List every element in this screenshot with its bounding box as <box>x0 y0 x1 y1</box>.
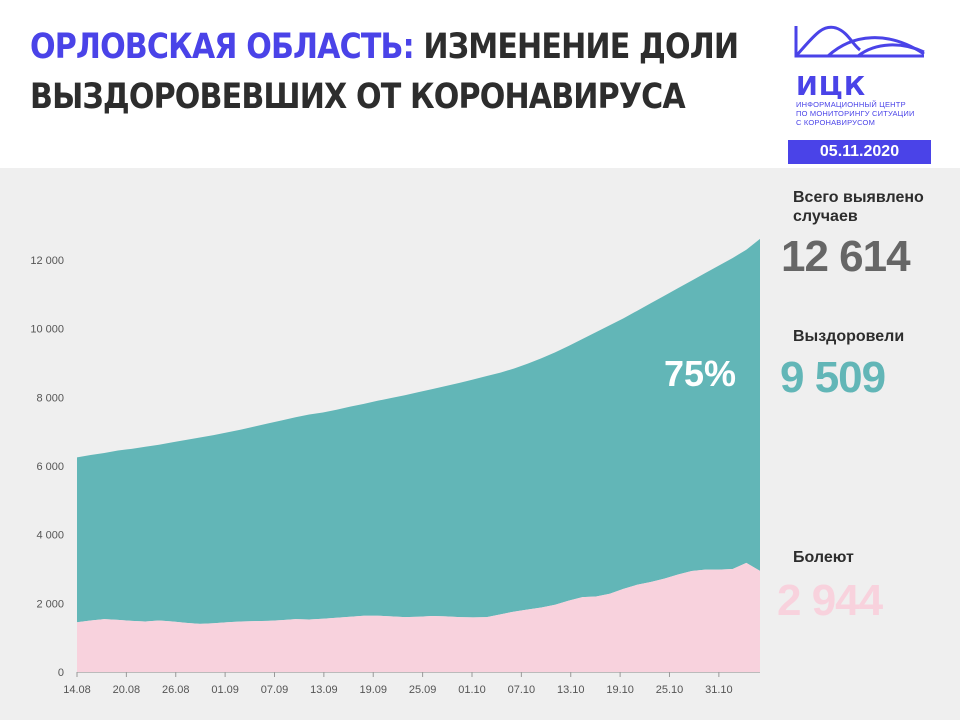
x-tick-label: 07.10 <box>508 684 536 696</box>
total-value: 12 614 <box>781 232 911 281</box>
total-label-line-2: случаев <box>793 208 858 225</box>
x-tick-label: 31.10 <box>705 684 733 696</box>
sick-area <box>77 562 760 672</box>
x-tick-label: 13.10 <box>557 684 585 696</box>
recovered-label: Выздоровели <box>793 328 905 345</box>
recovered-value: 9 509 <box>780 353 886 402</box>
y-tick-label: 10 000 <box>30 324 64 336</box>
x-tick-label: 20.08 <box>113 684 141 696</box>
x-tick-label: 25.10 <box>656 684 684 696</box>
x-tick-label: 19.09 <box>359 684 387 696</box>
y-tick-label: 8 000 <box>36 392 64 404</box>
x-tick-label: 01.10 <box>458 684 486 696</box>
x-tick-label: 19.10 <box>606 684 634 696</box>
x-tick-label: 26.08 <box>162 684 190 696</box>
total-label: Всего выявлено случаев <box>793 188 924 226</box>
x-tick-label: 13.09 <box>310 684 338 696</box>
title-rest: ИЗМЕНЕНИЕ ДОЛИ <box>413 27 739 67</box>
logo-sub-line-1: ИНФОРМАЦИОННЫЙ ЦЕНТР <box>796 100 906 109</box>
y-tick-label: 6 000 <box>36 461 64 473</box>
share-annotation: 75% <box>664 353 736 394</box>
total-label-line-1: Всего выявлено <box>793 189 924 206</box>
title-region: ОРЛОВСКАЯ ОБЛАСТЬ: <box>30 27 415 67</box>
sick-label: Болеют <box>793 549 854 566</box>
y-tick-label: 12 000 <box>30 255 64 267</box>
x-tick-label: 01.09 <box>211 684 239 696</box>
y-tick-label: 4 000 <box>36 530 64 542</box>
icc-logo-icon <box>794 25 925 58</box>
logo-subtitle: ИНФОРМАЦИОННЫЙ ЦЕНТР ПО МОНИТОРИНГУ СИТУ… <box>796 100 946 127</box>
date-badge: 05.11.2020 <box>788 140 931 164</box>
page-title: ОРЛОВСКАЯ ОБЛАСТЬ: ИЗМЕНЕНИЕ ДОЛИ ВЫЗДОР… <box>30 22 739 122</box>
y-tick-label: 0 <box>58 667 64 679</box>
y-tick-label: 2 000 <box>36 598 64 610</box>
logo-sub-line-2: ПО МОНИТОРИНГУ СИТУАЦИИ <box>796 109 915 118</box>
logo-name: ИЦК <box>796 72 867 102</box>
x-tick-label: 07.09 <box>261 684 289 696</box>
sick-value: 2 944 <box>777 576 883 625</box>
header: ОРЛОВСКАЯ ОБЛАСТЬ: ИЗМЕНЕНИЕ ДОЛИ ВЫЗДОР… <box>0 0 960 168</box>
x-tick-label: 14.08 <box>63 684 91 696</box>
recovered-area <box>77 238 760 624</box>
title-line-2: ВЫЗДОРОВЕВШИХ ОТ КОРОНАВИРУСА <box>30 77 686 117</box>
x-tick-label: 25.09 <box>409 684 437 696</box>
logo-sub-line-3: С КОРОНАВИРУСОМ <box>796 118 876 127</box>
